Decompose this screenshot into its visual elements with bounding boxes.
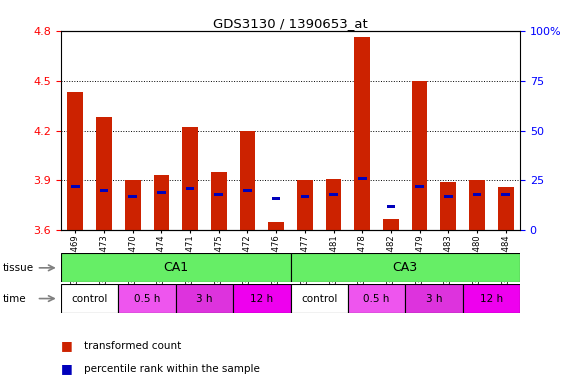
Bar xyxy=(153,175,169,230)
Text: control: control xyxy=(301,293,338,304)
Bar xyxy=(440,182,456,230)
Bar xyxy=(186,187,195,190)
Bar xyxy=(354,37,370,230)
Text: 12 h: 12 h xyxy=(250,293,274,304)
Bar xyxy=(383,219,399,230)
Bar xyxy=(119,284,175,313)
Bar xyxy=(233,284,290,313)
Bar xyxy=(290,284,348,313)
Bar xyxy=(300,195,309,198)
Bar xyxy=(406,284,462,313)
Bar xyxy=(214,193,223,196)
Bar xyxy=(239,131,256,230)
Bar xyxy=(415,185,424,188)
Bar xyxy=(71,185,80,188)
Text: percentile rank within the sample: percentile rank within the sample xyxy=(84,364,260,374)
Text: 12 h: 12 h xyxy=(480,293,503,304)
Bar xyxy=(412,81,428,230)
Bar xyxy=(211,172,227,230)
Bar xyxy=(175,284,233,313)
Bar xyxy=(61,284,119,313)
Bar xyxy=(498,187,514,230)
Bar xyxy=(268,222,284,230)
Text: ■: ■ xyxy=(61,362,73,375)
Bar xyxy=(290,253,520,282)
Bar xyxy=(157,191,166,194)
Bar xyxy=(469,180,485,230)
Text: 3 h: 3 h xyxy=(196,293,213,304)
Bar xyxy=(100,189,109,192)
Text: 3 h: 3 h xyxy=(426,293,442,304)
Text: 0.5 h: 0.5 h xyxy=(363,293,390,304)
Bar xyxy=(358,177,367,180)
Bar xyxy=(462,284,520,313)
Bar xyxy=(125,180,141,230)
Text: CA1: CA1 xyxy=(163,262,188,274)
Bar xyxy=(444,195,453,198)
Bar xyxy=(325,179,342,230)
Bar xyxy=(501,193,510,196)
Bar xyxy=(348,284,405,313)
Text: control: control xyxy=(71,293,108,304)
Bar xyxy=(182,127,198,230)
Bar xyxy=(297,180,313,230)
Bar xyxy=(329,193,338,196)
Text: GDS3130 / 1390653_at: GDS3130 / 1390653_at xyxy=(213,17,368,30)
Bar xyxy=(243,189,252,192)
Text: CA3: CA3 xyxy=(393,262,418,274)
Bar xyxy=(128,195,137,198)
Bar xyxy=(96,117,112,230)
Bar xyxy=(472,193,481,196)
Bar xyxy=(272,197,281,200)
Bar xyxy=(386,205,395,208)
Text: time: time xyxy=(3,293,27,304)
Text: 0.5 h: 0.5 h xyxy=(134,293,160,304)
Text: ■: ■ xyxy=(61,339,73,352)
Text: tissue: tissue xyxy=(3,263,34,273)
Bar xyxy=(61,253,290,282)
Bar xyxy=(67,92,83,230)
Text: transformed count: transformed count xyxy=(84,341,181,351)
